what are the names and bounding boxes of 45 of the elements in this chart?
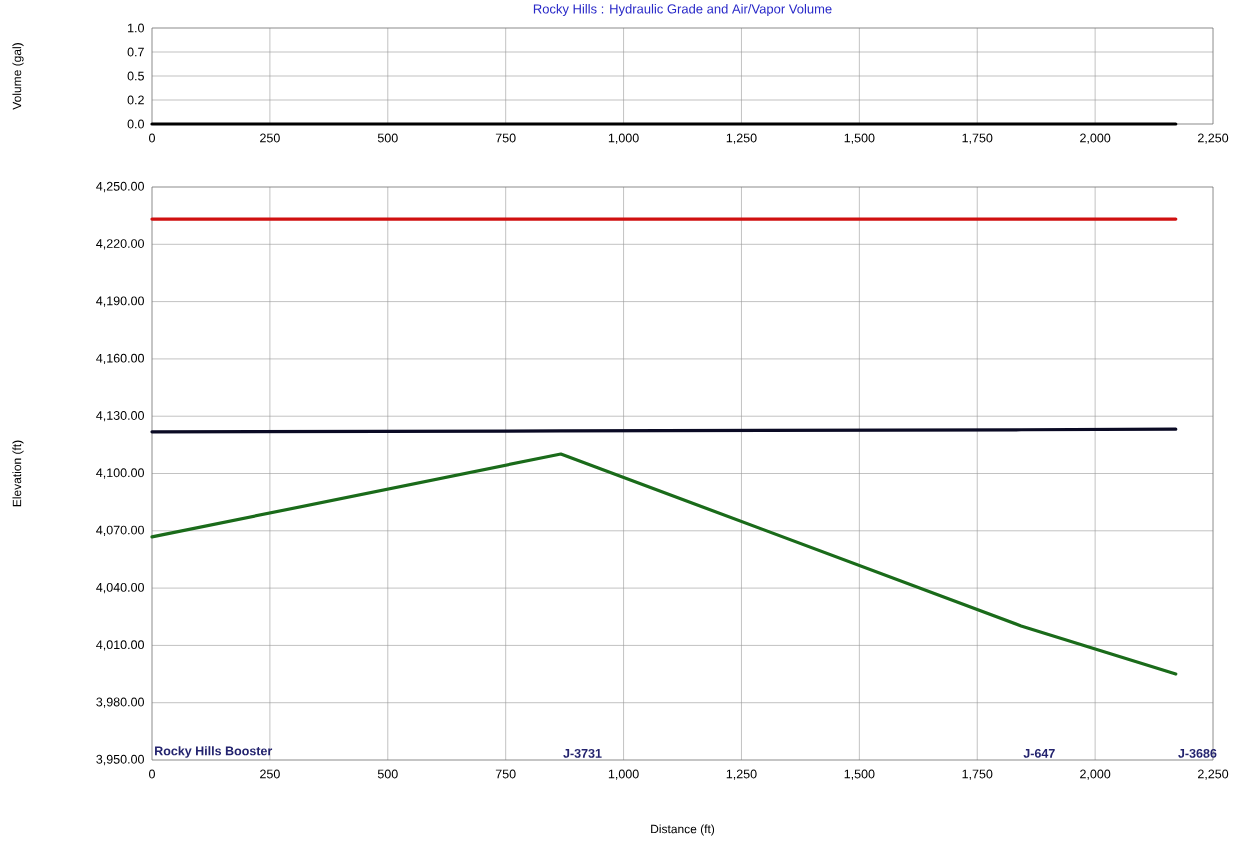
x-tick-label: 500 <box>377 769 398 779</box>
annotation: J-647 <box>1023 748 1055 758</box>
x-tick-label: 2,250 <box>1198 769 1229 780</box>
y-tick-label: 4,040.00 <box>96 582 144 594</box>
x-tick-label: 500 <box>377 133 398 143</box>
x-tick-label: 750 <box>495 133 516 143</box>
y-axis-title: Volume (gal) <box>12 43 24 110</box>
x-tick-label: 1,250 <box>726 769 757 780</box>
x-tick-label: 1,000 <box>608 133 639 144</box>
y-tick-label: 4,220.00 <box>96 239 144 250</box>
y-tick-label: 4,010.00 <box>96 640 144 651</box>
y-tick-label: 4,130.00 <box>96 411 144 422</box>
y-tick-label: 4,250.00 <box>96 181 144 193</box>
y-tick-label: 4,100.00 <box>96 468 144 479</box>
y-axis-title: Elevation (ft) <box>12 440 24 507</box>
y-tick-label: 3,980.00 <box>96 697 144 708</box>
x-tick-label: 0 <box>149 133 155 143</box>
x-tick-label: 1,750 <box>962 769 993 780</box>
x-tick-label: 1,500 <box>844 769 875 780</box>
x-tick-label: 2,250 <box>1198 133 1229 144</box>
annotation: J-3731 <box>563 748 602 758</box>
y-tick-label: 4,190.00 <box>96 296 144 307</box>
x-tick-label: 2,000 <box>1080 133 1111 144</box>
chart-title: Rocky Hills : Hydraulic Grade and Air/Vapor Volume <box>533 3 832 17</box>
x-tick-label: 1,500 <box>844 133 875 144</box>
annotation: J-3686 <box>1178 748 1217 758</box>
y-tick-label: 0.5 <box>127 71 144 81</box>
x-tick-label: 2,000 <box>1080 769 1111 780</box>
x-tick-label: 1,750 <box>962 133 993 144</box>
y-tick-label: 0.0 <box>127 119 144 129</box>
line-series <box>150 452 1178 676</box>
x-tick-label: 1,000 <box>608 769 639 780</box>
y-tick-label: 4,160.00 <box>96 353 144 365</box>
x-tick-label: 750 <box>495 769 516 779</box>
x-tick-label: 1,250 <box>726 133 757 144</box>
x-axis-title: Distance (ft) <box>651 824 715 836</box>
annotation: Rocky Hills Booster <box>155 746 273 758</box>
y-tick-label: 0.7 <box>127 47 144 57</box>
y-tick-label: 3,950.00 <box>96 754 144 766</box>
y-tick-label: 1.0 <box>128 23 144 33</box>
y-tick-label: 0.2 <box>127 95 144 105</box>
y-tick-label: 4,070.00 <box>96 525 144 536</box>
x-tick-label: 0 <box>149 769 155 779</box>
x-tick-label: 250 <box>260 769 280 779</box>
x-tick-label: 250 <box>260 133 280 143</box>
